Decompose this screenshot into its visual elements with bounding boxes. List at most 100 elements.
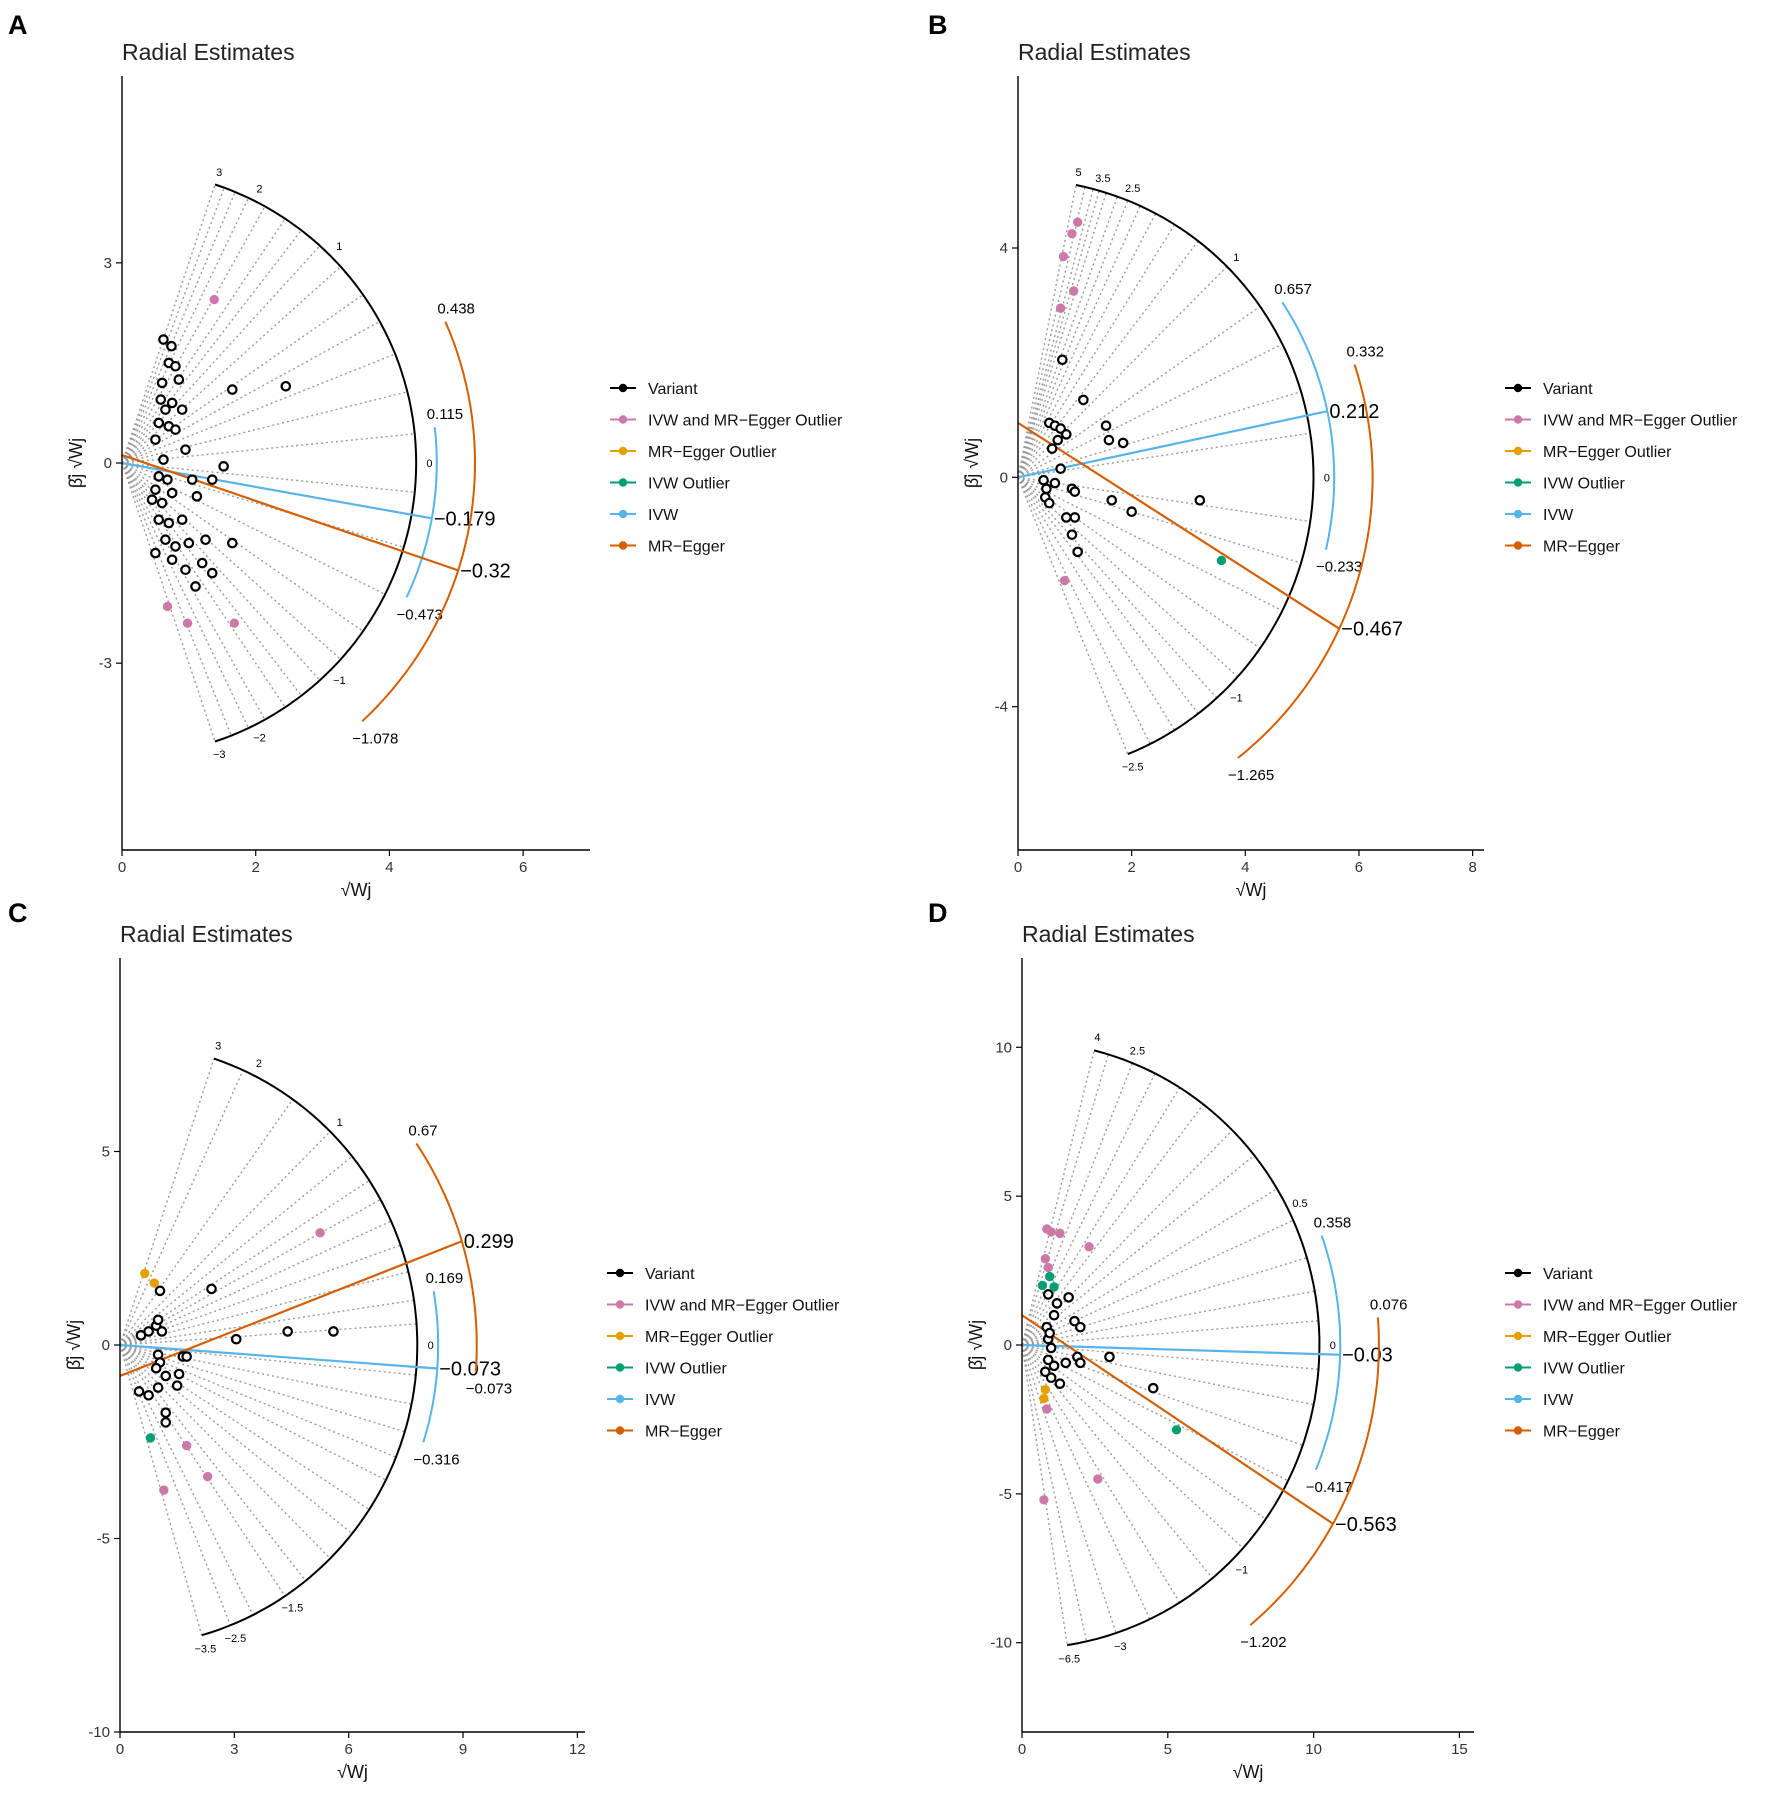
data-point xyxy=(166,487,178,499)
x-tick-label: 4 xyxy=(385,859,393,876)
x-tick-label: 0 xyxy=(1014,859,1022,876)
data-point xyxy=(182,618,193,628)
data-point xyxy=(1046,1227,1056,1237)
data-point xyxy=(1072,546,1083,558)
egger-estimate-label: −0.467 xyxy=(1341,619,1403,641)
ivw-line xyxy=(119,1343,438,1370)
guide-line xyxy=(121,266,342,464)
legend-key-dot xyxy=(1513,1300,1523,1309)
scale-arc-label: −1.5 xyxy=(281,1602,303,1614)
data-point xyxy=(173,1368,185,1380)
data-point xyxy=(170,360,181,372)
data-point xyxy=(152,1382,164,1393)
data-point xyxy=(1049,477,1061,489)
y-tick-label: -5 xyxy=(97,1531,110,1548)
data-point xyxy=(1072,217,1083,227)
legend-label: IVW xyxy=(1543,507,1574,524)
guide-line xyxy=(121,433,415,464)
data-point xyxy=(190,581,201,592)
egger-lower-label: −1.202 xyxy=(1240,1634,1286,1651)
ivw-upper-label: 0.169 xyxy=(426,1270,464,1287)
data-point xyxy=(158,454,169,465)
egger-line xyxy=(1021,1314,1334,1525)
guide-line xyxy=(121,462,364,632)
data-point xyxy=(1040,1253,1051,1264)
guide-line xyxy=(1021,1129,1233,1346)
data-point xyxy=(1093,1474,1103,1484)
data-point xyxy=(282,1326,294,1337)
ivw-ci-arc xyxy=(1314,1235,1342,1471)
data-point xyxy=(153,514,165,526)
scale-arc-label: 2.5 xyxy=(1125,183,1140,195)
data-point xyxy=(191,491,203,502)
scale-arc-label: −3 xyxy=(213,749,226,761)
data-point xyxy=(1126,506,1137,518)
data-point xyxy=(1055,463,1066,475)
ivw-estimate-label: 0.212 xyxy=(1329,401,1379,423)
data-point xyxy=(1043,497,1055,509)
guide-line xyxy=(1017,213,1157,478)
data-point xyxy=(154,1285,166,1297)
guide-line xyxy=(1021,1054,1109,1346)
plot-area: 3 2 1 0 −1 −2 −3 −0.179 −0.473 0.115 −0.32 −1.078 0.… xyxy=(121,167,511,761)
data-point xyxy=(1055,1228,1065,1239)
legend: Variant IVW and MR−Egger Outlier MR−Egger … xyxy=(1505,381,1738,556)
guide-line xyxy=(119,1299,415,1346)
data-point xyxy=(1044,1327,1056,1339)
y-tick-label: -4 xyxy=(995,699,1008,716)
guide-line xyxy=(1021,1050,1095,1346)
legend-label: MR−Egger xyxy=(1543,1424,1621,1441)
scale-arc-label: 1 xyxy=(337,1117,343,1129)
legend-key-dot xyxy=(618,415,628,424)
data-point xyxy=(162,474,173,485)
data-point xyxy=(1048,1360,1060,1372)
guide-line xyxy=(1017,305,1261,478)
guide-line xyxy=(1021,1344,1314,1406)
legend-label: IVW and MR−Egger Outlier xyxy=(645,1298,840,1315)
guide-line xyxy=(121,187,225,464)
ivw-upper-label: 0.115 xyxy=(427,406,463,423)
y-axis-label: β̂j √Wj xyxy=(966,1320,986,1370)
data-point xyxy=(1106,494,1118,506)
data-point xyxy=(1104,1351,1115,1363)
guide-line xyxy=(1017,432,1311,479)
ivw-upper-label: 0.358 xyxy=(1314,1214,1352,1231)
data-point xyxy=(160,534,171,546)
guide-line xyxy=(119,1131,331,1346)
data-point xyxy=(146,494,158,505)
data-point xyxy=(1040,1384,1051,1395)
legend-key-dot xyxy=(615,1426,625,1435)
legend-key-dot xyxy=(615,1394,625,1404)
ivw-ci-arc xyxy=(1281,301,1336,550)
legend-label: MR−Egger Outlier xyxy=(1543,444,1672,461)
data-point xyxy=(202,1471,213,1482)
ivw-lower-label: −0.417 xyxy=(1306,1479,1352,1496)
data-point xyxy=(1059,575,1070,586)
guide-line xyxy=(121,462,266,720)
panel-letter: C xyxy=(8,898,28,928)
y-tick-label: -3 xyxy=(99,655,112,672)
data-point xyxy=(180,564,191,576)
data-point xyxy=(227,537,238,549)
egger-lower-label: −0.073 xyxy=(466,1380,512,1397)
legend-label: IVW xyxy=(1543,1392,1574,1409)
y-tick-label: 4 xyxy=(1000,240,1008,257)
data-point xyxy=(280,380,292,392)
guide-line xyxy=(121,391,408,464)
legend-key-dot xyxy=(1513,1363,1523,1372)
data-point xyxy=(1045,1372,1057,1384)
guide-line xyxy=(1021,1344,1181,1603)
data-point xyxy=(145,1433,156,1443)
panel-letter: D xyxy=(928,898,948,928)
data-point xyxy=(158,334,169,345)
egger-line xyxy=(121,453,459,572)
guide-line xyxy=(1021,1103,1204,1346)
scale-arc-label: 3 xyxy=(215,1041,221,1053)
data-point xyxy=(200,534,211,546)
scale-arc-label: 0 xyxy=(1324,472,1330,484)
guide-line xyxy=(121,184,216,464)
plot-area: 4 2.5 0.5 0 −1 −3 −6.5 −0.03 −0.417 0.358 −0.563 −1… xyxy=(1021,1032,1407,1666)
scale-arc-label: −1 xyxy=(333,675,346,687)
guide-line xyxy=(1021,1073,1156,1346)
y-tick-label: -10 xyxy=(990,1635,1012,1652)
